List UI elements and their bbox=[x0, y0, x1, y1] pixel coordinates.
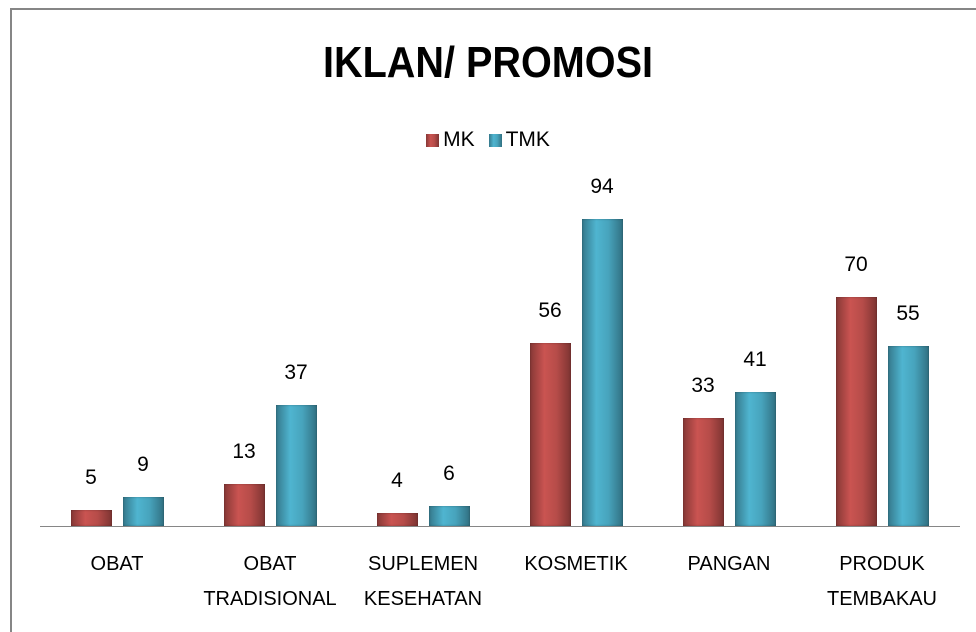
bar bbox=[122, 496, 164, 526]
bar bbox=[428, 506, 470, 526]
data-label: 13 bbox=[232, 439, 256, 463]
bar bbox=[70, 509, 112, 526]
data-label: 4 bbox=[391, 468, 403, 492]
bar bbox=[734, 392, 776, 526]
bar bbox=[835, 297, 877, 526]
data-label: 33 bbox=[691, 374, 715, 398]
data-label: 55 bbox=[896, 302, 920, 326]
bar bbox=[376, 512, 418, 526]
data-label: 5 bbox=[85, 465, 97, 489]
data-label: 37 bbox=[284, 361, 308, 385]
data-label: 56 bbox=[538, 299, 562, 323]
data-label: 94 bbox=[590, 175, 614, 199]
legend-item: MK bbox=[426, 128, 475, 152]
x-tick-label: OBAT bbox=[90, 553, 144, 575]
data-label: 9 bbox=[137, 452, 149, 476]
bar bbox=[529, 343, 571, 526]
x-tick-label: PANGAN bbox=[687, 553, 771, 575]
x-axis-line bbox=[40, 526, 960, 527]
data-label: 41 bbox=[743, 348, 767, 372]
bar bbox=[682, 418, 724, 526]
legend-swatch bbox=[488, 133, 502, 147]
bar bbox=[581, 219, 623, 526]
x-tick-label: SUPLEMEN KESEHATAN bbox=[363, 553, 483, 610]
legend-label: MK bbox=[443, 128, 475, 151]
chart-title: IKLAN/ PROMOSI bbox=[322, 38, 654, 87]
legend-swatch bbox=[426, 133, 440, 147]
legend-label: TMK bbox=[505, 128, 550, 151]
legend-item: TMK bbox=[488, 128, 550, 152]
legend: MK TMK bbox=[0, 128, 976, 152]
bar bbox=[275, 405, 317, 526]
x-tick-label: OBAT TRADISIONAL bbox=[203, 553, 337, 610]
bar bbox=[223, 483, 265, 526]
x-tick-label: PRODUK TEMBAKAU bbox=[826, 553, 938, 610]
x-tick-label: KOSMETIK bbox=[524, 553, 628, 575]
chart-frame bbox=[10, 8, 976, 632]
bar bbox=[887, 346, 929, 526]
data-label: 6 bbox=[443, 462, 455, 486]
data-label: 70 bbox=[844, 253, 868, 277]
